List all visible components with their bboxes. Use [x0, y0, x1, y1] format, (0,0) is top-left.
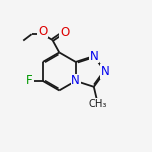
Text: N: N	[89, 50, 98, 63]
Text: F: F	[26, 74, 33, 87]
Text: N: N	[101, 65, 109, 78]
Text: O: O	[38, 25, 47, 38]
Text: CH₃: CH₃	[88, 99, 107, 109]
Text: O: O	[60, 26, 69, 39]
Text: N: N	[71, 74, 80, 87]
